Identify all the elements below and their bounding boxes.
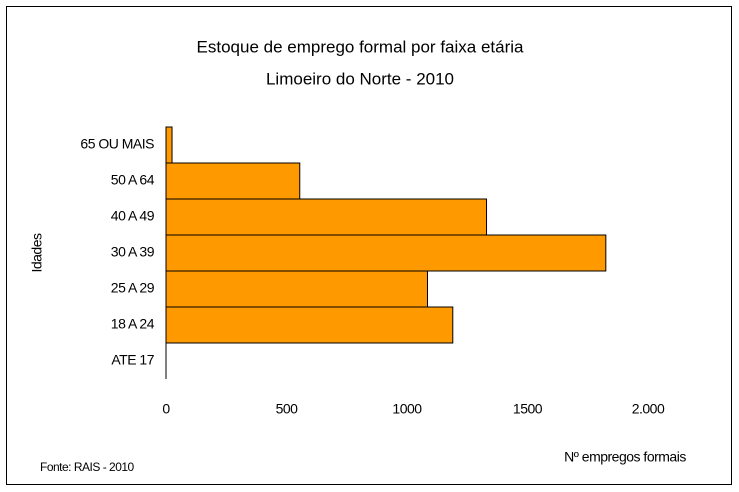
x-tick-label: 0 [162,401,170,417]
y-tick-label: 65 OU MAIS [80,136,154,152]
chart-subtitle: Limoeiro do Norte - 2010 [266,69,454,88]
y-tick-label: 25 A 29 [111,280,155,296]
source-note: Fonte: RAIS - 2010 [40,460,135,474]
y-tick-label: ATE 17 [111,352,154,368]
bar [165,234,607,272]
x-axis-label: Nº empregos formais [564,449,686,465]
x-tick-label: 500 [276,401,299,417]
y-tick-label: 40 A 49 [111,208,155,224]
chart-title: Estoque de emprego formal por faixa etár… [197,37,525,56]
bar [165,306,454,344]
x-tick-label: 1000 [392,401,422,417]
y-axis-label: Idades [29,233,45,273]
bar [165,162,301,200]
y-tick-label: 30 A 39 [111,244,155,260]
x-tick-label: 1500 [513,401,543,417]
y-tick-label: 18 A 24 [111,316,155,332]
y-tick-label: 50 A 64 [111,172,155,188]
x-tick-label: 2.000 [632,401,665,417]
bar [165,126,173,164]
bar [165,198,488,236]
bar [165,270,428,308]
